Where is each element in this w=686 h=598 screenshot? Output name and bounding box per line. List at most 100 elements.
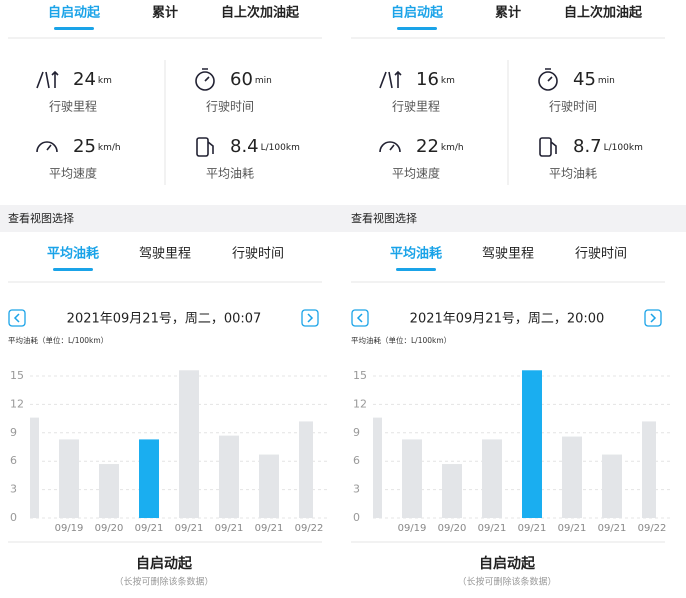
- x-tick-label: 09/21: [135, 523, 164, 534]
- date-arrow[interactable]: [8, 309, 26, 327]
- stat-number: 8.7: [573, 136, 602, 157]
- stat-unit: min: [598, 76, 615, 86]
- stat-label: 行驶时间: [206, 99, 254, 114]
- bar: [602, 454, 622, 518]
- gauge-icon: [379, 141, 401, 153]
- stat-value: 8.4 L/100km: [230, 136, 300, 157]
- stat-unit: L/100km: [604, 143, 643, 153]
- x-tick-label: 09/22: [295, 523, 324, 534]
- stat-label: 行驶里程: [49, 99, 97, 114]
- bar: [482, 439, 502, 518]
- bar: [442, 464, 462, 518]
- x-tick-label: 09/19: [55, 523, 84, 534]
- top-tab[interactable]: 自启动起: [391, 5, 444, 21]
- view-underline: [53, 268, 93, 271]
- stat-value: 25 km/h: [73, 136, 121, 157]
- top-tab[interactable]: 自启动起: [48, 5, 101, 21]
- stat-value: 60 min: [230, 69, 272, 90]
- date: 2021年09月21号，周二，20:00: [410, 312, 605, 327]
- view-tab[interactable]: 驾驶里程: [139, 247, 191, 262]
- x-tick-label: 09/21: [175, 523, 204, 534]
- gauge-icon: [36, 141, 58, 153]
- top-tab[interactable]: 累计: [495, 5, 521, 21]
- top-tab[interactable]: 累计: [152, 5, 178, 21]
- date: 2021年09月21号，周二，00:07: [67, 312, 262, 327]
- stat-unit: km/h: [441, 143, 464, 153]
- x-tick-label: 09/19: [398, 523, 427, 534]
- stat-value: 8.7 L/100km: [573, 136, 643, 157]
- y-tick-label: 3: [10, 483, 17, 496]
- y-tick-label: 15: [353, 369, 367, 382]
- stat-icon: [195, 68, 215, 91]
- y-tick-label: 12: [353, 397, 367, 410]
- record-title: 自启动起: [136, 555, 193, 572]
- view-tab[interactable]: 行驶时间: [232, 247, 284, 262]
- arrow-chevron: [307, 313, 314, 323]
- stat-number: 8.4: [230, 136, 259, 157]
- record-title: 自启动起: [479, 555, 536, 572]
- x-tick-label: 09/21: [598, 523, 627, 534]
- section-title: 查看视图选择: [351, 211, 417, 225]
- y-tick-label: 12: [10, 397, 24, 410]
- top-tab[interactable]: 自上次加油起: [564, 5, 643, 21]
- pump-icon: [539, 137, 552, 157]
- section-title: 查看视图选择: [8, 211, 74, 225]
- stat-label: 行驶时间: [549, 99, 597, 114]
- x-tick-label: 09/21: [558, 523, 587, 534]
- y-tick-label: 3: [353, 483, 360, 496]
- stat-number: 22: [416, 136, 439, 157]
- arrow-chevron: [13, 313, 20, 323]
- bar: [562, 436, 582, 518]
- x-tick-label: 09/21: [478, 523, 507, 534]
- bar: [59, 439, 79, 518]
- stat-icon: [36, 141, 58, 153]
- y-tick-label: 15: [10, 369, 24, 382]
- stat-icon: [539, 137, 557, 157]
- date-arrow[interactable]: [644, 309, 662, 327]
- stat-number: 60: [230, 69, 253, 90]
- view-tab[interactable]: 平均油耗: [390, 246, 442, 262]
- record-hint: （长按可删除该条数据）: [457, 576, 556, 588]
- chart-subtitle: 平均油耗（单位：L/100km）: [351, 335, 451, 345]
- stat-icon: [196, 137, 214, 157]
- view-tab[interactable]: 平均油耗: [47, 246, 99, 262]
- pump-icon: [196, 137, 209, 157]
- arrow-chevron: [356, 313, 363, 323]
- stat-number: 24: [73, 69, 96, 90]
- bar: [99, 464, 119, 518]
- x-tick-label: 09/22: [638, 523, 667, 534]
- y-tick-label: 0: [353, 511, 360, 524]
- bar: [179, 370, 199, 518]
- stat-label: 平均油耗: [549, 167, 597, 181]
- clock-icon: [538, 71, 558, 91]
- bar: [299, 421, 313, 518]
- date-arrow[interactable]: [301, 309, 319, 327]
- y-tick-label: 6: [10, 454, 17, 467]
- view-tab[interactable]: 驾驶里程: [482, 247, 534, 262]
- stat-label: 平均油耗: [206, 167, 254, 181]
- tab-underline: [397, 27, 437, 30]
- chart-subtitle: 平均油耗（单位：L/100km）: [8, 335, 108, 345]
- top-tab[interactable]: 自上次加油起: [221, 5, 300, 21]
- stat-unit: L/100km: [261, 143, 300, 153]
- date-arrow[interactable]: [351, 309, 369, 327]
- y-tick-label: 9: [353, 426, 360, 439]
- stat-value: 22 km/h: [416, 136, 464, 157]
- stat-number: 25: [73, 136, 96, 157]
- stat-unit: km: [441, 76, 455, 86]
- bar: [642, 421, 656, 518]
- x-tick-label: 09/21: [215, 523, 244, 534]
- view-tab[interactable]: 行驶时间: [575, 247, 627, 262]
- stat-icon: [379, 141, 401, 153]
- road-icon: [36, 70, 59, 89]
- stat-number: 16: [416, 69, 439, 90]
- bar: [259, 454, 279, 518]
- pump-hose: [550, 141, 557, 154]
- stat-label: 平均速度: [392, 166, 440, 181]
- bar: [402, 439, 422, 518]
- x-tick-label: 09/21: [518, 523, 547, 534]
- bar: [30, 417, 39, 518]
- view-underline: [396, 268, 436, 271]
- phone-panel: 自启动起 累计 自上次加油起 16 km 行驶里程 45 min 行驶时间 22 km/h 平均速度 8…: [343, 5, 686, 588]
- x-tick-label: 09/20: [95, 523, 124, 534]
